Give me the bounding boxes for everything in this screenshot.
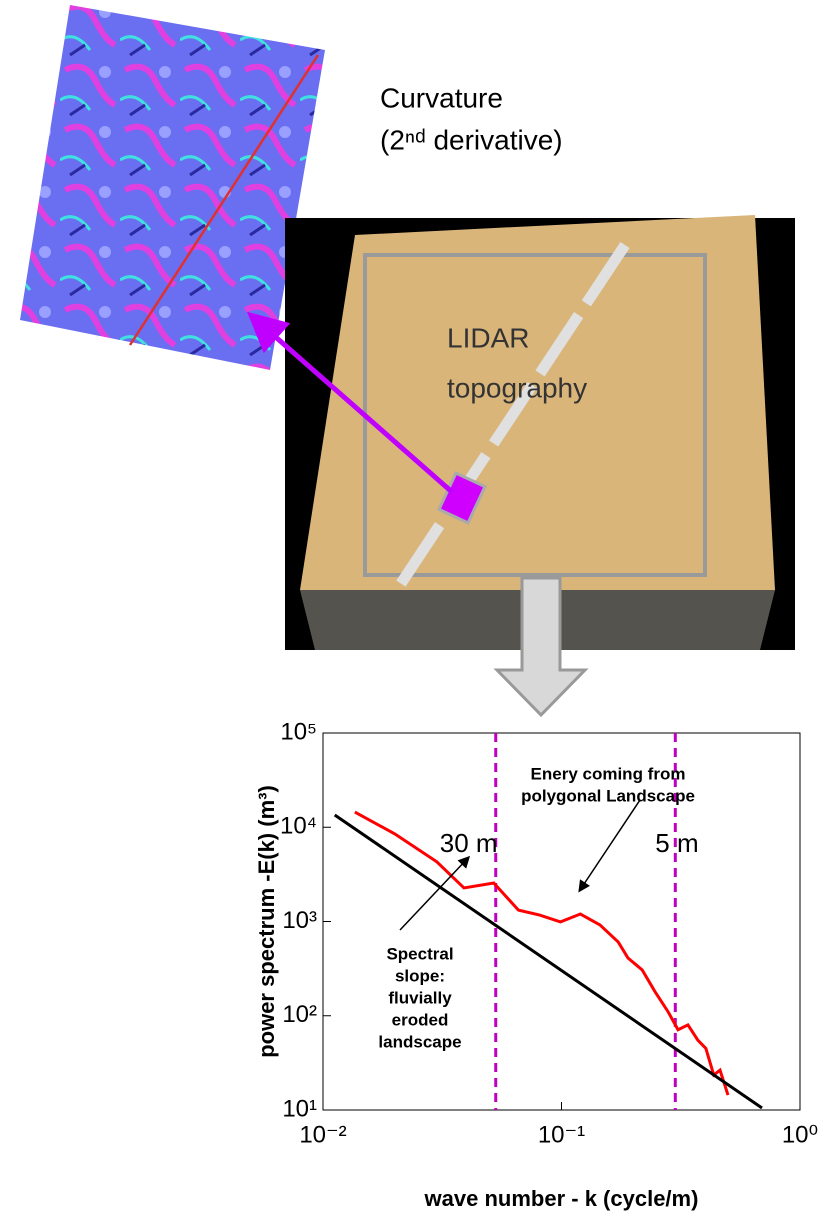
annotation: Enery coming from bbox=[531, 764, 686, 783]
curvature-map bbox=[20, 5, 325, 370]
curvature-title: Curvature bbox=[380, 82, 503, 113]
chart: 10⁻² 10⁻¹ 10⁰ 10¹ 10² 10³ 10⁴ 10⁵ wave number - … bbox=[254, 718, 818, 1210]
y-tick-label: 10² bbox=[282, 1001, 317, 1028]
lidar-label: LIDAR bbox=[447, 322, 529, 353]
x-tick-label: 10⁻² bbox=[299, 1121, 346, 1148]
x-tick-label: 10⁻¹ bbox=[538, 1121, 585, 1148]
annotation: Spectral bbox=[386, 944, 453, 963]
x-axis-label: wave number - k (cycle/m) bbox=[424, 1186, 699, 1211]
y-axis-label: power spectrum -E(k) (m³) bbox=[254, 785, 279, 1058]
annotation: slope: bbox=[395, 966, 445, 985]
lidar-sublabel: topography bbox=[447, 372, 587, 403]
figure: Curvature (2ⁿᵈ derivative) LIDAR topogra… bbox=[0, 0, 833, 1218]
y-tick-label: 10¹ bbox=[282, 1095, 317, 1122]
y-tick-label: 10⁴ bbox=[280, 813, 317, 840]
curvature-subtitle: (2ⁿᵈ derivative) bbox=[380, 124, 563, 155]
annotation: fluvially bbox=[388, 988, 452, 1007]
annotation: polygonal Landscape bbox=[521, 786, 695, 805]
reference-label: 5 m bbox=[655, 828, 698, 858]
annotation: eroded bbox=[392, 1010, 449, 1029]
reference-label: 30 m bbox=[440, 828, 498, 858]
y-tick-label: 10⁵ bbox=[280, 718, 317, 745]
annotation: landscape bbox=[378, 1032, 461, 1051]
x-tick-label: 10⁰ bbox=[782, 1121, 818, 1148]
y-tick-label: 10³ bbox=[282, 907, 317, 934]
